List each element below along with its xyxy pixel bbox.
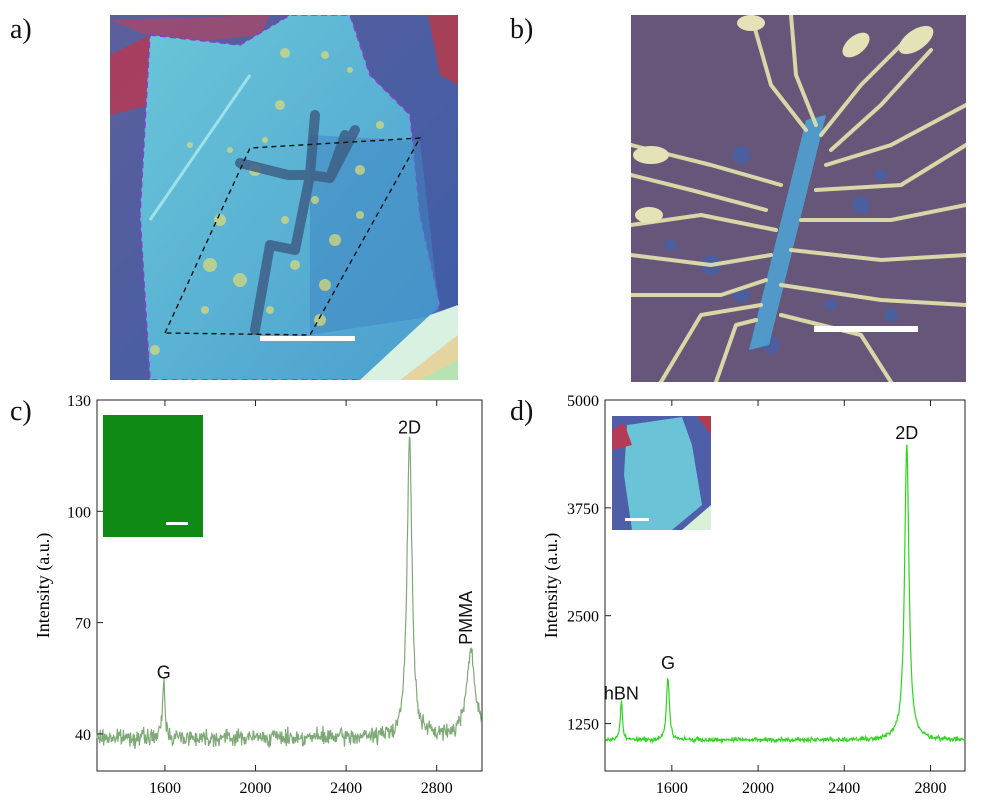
- x-tick-label: 1600: [656, 780, 688, 797]
- plot-frame: [604, 399, 966, 772]
- spectrum-line: [96, 436, 483, 749]
- peak-label: 2D: [895, 423, 918, 443]
- y-tick-label: 5000: [567, 393, 599, 410]
- micrograph-b: [631, 15, 966, 382]
- peak-label: PMMA: [456, 591, 476, 645]
- peak-label: 2D: [398, 417, 421, 437]
- y-tick-label: 70: [75, 616, 91, 633]
- x-tick-label: 2000: [742, 780, 774, 797]
- micrograph-a: [110, 15, 458, 380]
- y-tick-label: 1250: [567, 717, 599, 734]
- inset-image-c: [103, 415, 203, 537]
- scale-bar: [166, 522, 188, 525]
- x-tick-label: 2800: [915, 780, 947, 797]
- raman-spectrum-d: 16002000240028001250250037505000Raman sh…: [541, 393, 966, 797]
- y-axis-title: Intensity (a.u.): [33, 533, 54, 638]
- hall-bar-shape: [235, 110, 360, 335]
- y-tick-label: 130: [67, 393, 91, 410]
- raman-spectrum-c: 16002000240028004070100130Raman shift (c…: [33, 393, 483, 797]
- spectrum-line: [604, 444, 966, 745]
- plot-frame: [96, 399, 483, 772]
- panel-label-a: a): [10, 14, 32, 45]
- y-tick-label: 100: [67, 504, 91, 521]
- peak-label: G: [661, 653, 675, 673]
- scale-bar: [625, 518, 649, 521]
- peak-label: hBN: [604, 683, 639, 703]
- x-tick-label: 2400: [828, 780, 860, 797]
- y-tick-label: 3750: [567, 501, 599, 518]
- scale-bar: [814, 326, 918, 332]
- y-axis-title: Intensity (a.u.): [541, 533, 562, 638]
- x-tick-label: 1600: [149, 780, 181, 797]
- x-tick-label: 2800: [421, 780, 453, 797]
- x-tick-label: 2000: [240, 780, 272, 797]
- panel-label-c: c): [10, 396, 32, 427]
- peak-label: G: [157, 662, 171, 682]
- x-tick-label: 2400: [330, 780, 362, 797]
- y-tick-label: 40: [75, 727, 91, 744]
- scale-bar: [260, 336, 355, 341]
- y-tick-label: 2500: [567, 609, 599, 626]
- inset-image-d: [612, 416, 711, 530]
- panel-label-d: d): [510, 396, 534, 427]
- panel-label-b: b): [510, 14, 534, 45]
- channel: [749, 115, 826, 350]
